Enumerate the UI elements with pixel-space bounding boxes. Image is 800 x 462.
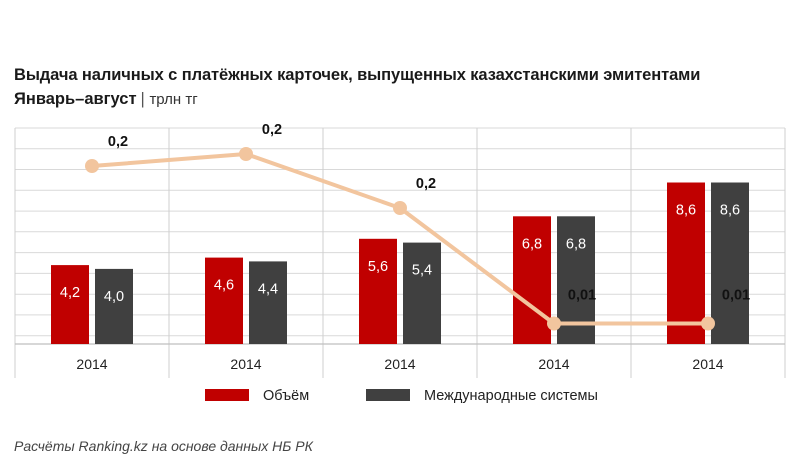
line-point xyxy=(701,316,715,331)
line-point xyxy=(547,316,561,331)
legend-label: Международные системы xyxy=(424,388,598,404)
line-point xyxy=(393,201,407,215)
bar xyxy=(667,182,705,344)
chart-unit: трлн тг xyxy=(149,91,198,108)
bar-value-label: 4,2 xyxy=(60,285,80,301)
bar-value-label: 5,6 xyxy=(368,259,388,275)
bar xyxy=(51,265,89,344)
bar-value-label: 4,0 xyxy=(104,289,124,305)
bar xyxy=(205,257,243,344)
chart-subtitle: Январь–август xyxy=(14,90,137,108)
line-value-label: 0,2 xyxy=(108,134,128,150)
bar-value-label: 6,8 xyxy=(566,236,586,252)
subtitle-separator: | xyxy=(140,90,145,108)
x-tick-label: 2014 xyxy=(538,356,569,372)
bar-value-label: 6,8 xyxy=(522,236,542,252)
line-value-label: 0,01 xyxy=(722,288,750,304)
bar-value-label: 4,6 xyxy=(214,278,234,294)
x-tick-label: 2014 xyxy=(692,356,723,372)
bar xyxy=(711,182,749,344)
line-value-label: 0,2 xyxy=(416,176,436,192)
bar-value-label: 4,4 xyxy=(258,281,278,297)
bar xyxy=(249,261,287,344)
bar xyxy=(95,268,133,344)
line-point xyxy=(239,147,253,161)
x-tick-label: 2014 xyxy=(230,356,261,372)
line-value-label: 0,2 xyxy=(262,122,282,138)
x-tick-label: 2014 xyxy=(76,356,107,372)
bar xyxy=(359,238,397,344)
line-value-label: 0,01 xyxy=(568,288,596,304)
x-tick-label: 2014 xyxy=(384,356,415,372)
bar-value-label: 8,6 xyxy=(676,203,696,219)
source-note: Расчёты Ranking.kz на основе данных НБ Р… xyxy=(14,438,313,454)
legend-swatch xyxy=(205,389,249,401)
bar xyxy=(403,242,441,344)
chart-subtitle-line: Январь–август | трлн тг xyxy=(14,90,198,109)
bar-value-label: 8,6 xyxy=(720,203,740,219)
legend-swatch xyxy=(366,389,410,401)
bar xyxy=(513,216,551,344)
line-point xyxy=(85,159,99,173)
line-series-path xyxy=(91,152,708,326)
bar-value-label: 5,4 xyxy=(412,263,432,279)
legend-label: Объём xyxy=(263,388,309,404)
chart-title: Выдача наличных с платёжных карточек, вы… xyxy=(14,66,701,84)
